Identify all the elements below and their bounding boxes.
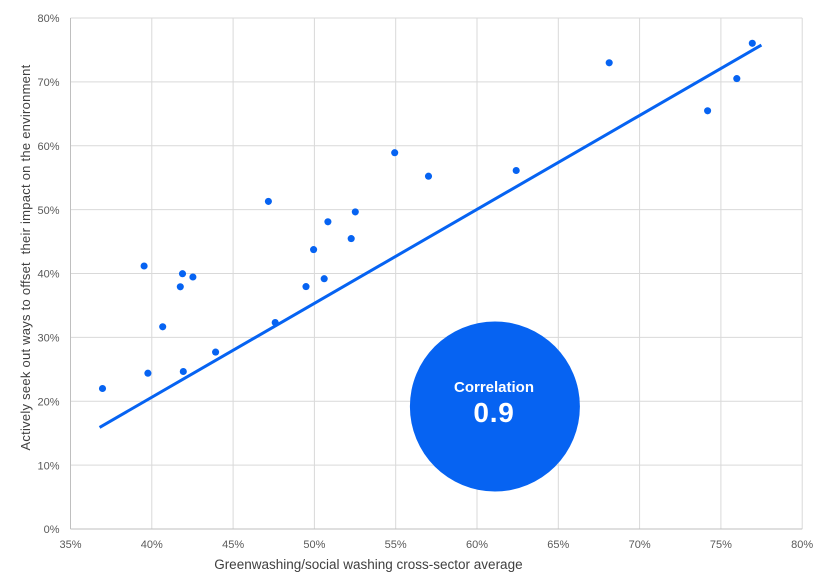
svg-text:75%: 75% [710, 539, 732, 551]
svg-text:60%: 60% [466, 539, 488, 551]
svg-text:45%: 45% [222, 539, 244, 551]
svg-text:60%: 60% [37, 141, 59, 153]
svg-text:65%: 65% [547, 539, 569, 551]
svg-text:10%: 10% [37, 460, 59, 472]
svg-text:Correlation: Correlation [454, 379, 534, 396]
svg-text:50%: 50% [37, 205, 59, 217]
svg-text:35%: 35% [59, 539, 81, 551]
svg-text:Greenwashing/social washing cr: Greenwashing/social washing cross-sector… [214, 557, 522, 572]
svg-text:70%: 70% [37, 77, 59, 89]
svg-text:0.9: 0.9 [473, 397, 514, 428]
svg-text:70%: 70% [629, 539, 651, 551]
svg-text:80%: 80% [791, 539, 813, 551]
svg-text:80%: 80% [37, 13, 59, 25]
svg-text:55%: 55% [385, 539, 407, 551]
svg-text:30%: 30% [37, 333, 59, 345]
svg-text:20%: 20% [37, 396, 59, 408]
svg-text:Actively seek out ways to offs: Actively seek out ways to offset their i… [18, 64, 33, 450]
svg-text:50%: 50% [303, 539, 325, 551]
svg-text:0%: 0% [44, 524, 60, 536]
svg-text:40%: 40% [37, 269, 59, 281]
svg-text:40%: 40% [141, 539, 163, 551]
